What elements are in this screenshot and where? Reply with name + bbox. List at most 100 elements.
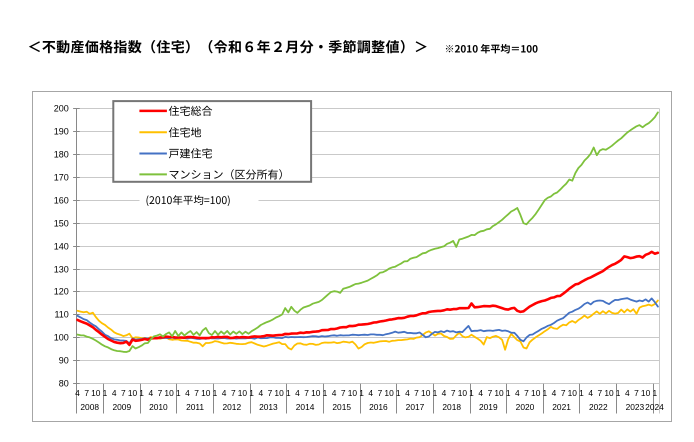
svg-text:7: 7 xyxy=(268,388,273,398)
svg-text:7: 7 xyxy=(561,388,566,398)
svg-text:2009: 2009 xyxy=(112,402,131,412)
svg-text:1: 1 xyxy=(542,388,547,398)
svg-text:2010: 2010 xyxy=(149,402,168,412)
svg-text:10: 10 xyxy=(494,388,504,398)
svg-text:1: 1 xyxy=(323,388,328,398)
svg-text:10: 10 xyxy=(421,388,431,398)
svg-text:4: 4 xyxy=(478,388,483,398)
svg-text:7: 7 xyxy=(121,388,126,398)
svg-text:7: 7 xyxy=(231,388,236,398)
svg-text:110: 110 xyxy=(54,310,68,320)
svg-text:140: 140 xyxy=(54,242,69,252)
svg-text:1: 1 xyxy=(652,388,657,398)
svg-text:1: 1 xyxy=(286,388,291,398)
svg-text:170: 170 xyxy=(54,173,69,183)
svg-text:4: 4 xyxy=(588,388,593,398)
svg-text:1: 1 xyxy=(249,388,254,398)
svg-text:2015: 2015 xyxy=(332,402,351,412)
svg-text:7: 7 xyxy=(488,388,493,398)
svg-text:2013: 2013 xyxy=(259,402,278,412)
svg-text:10: 10 xyxy=(238,388,248,398)
svg-text:2024: 2024 xyxy=(645,402,664,412)
svg-text:130: 130 xyxy=(54,265,69,275)
svg-text:2014: 2014 xyxy=(296,402,315,412)
svg-text:7: 7 xyxy=(194,388,199,398)
svg-text:7: 7 xyxy=(634,388,639,398)
svg-text:1: 1 xyxy=(176,388,181,398)
svg-text:7: 7 xyxy=(158,388,163,398)
svg-text:10: 10 xyxy=(384,388,394,398)
svg-text:2019: 2019 xyxy=(479,402,498,412)
svg-text:2023: 2023 xyxy=(626,402,645,412)
svg-text:7: 7 xyxy=(304,388,309,398)
svg-text:2020: 2020 xyxy=(516,402,535,412)
svg-text:10: 10 xyxy=(274,388,284,398)
svg-text:戸建住宅: 戸建住宅 xyxy=(169,146,213,162)
svg-text:1: 1 xyxy=(616,388,621,398)
svg-text:4: 4 xyxy=(258,388,263,398)
svg-text:住宅地: 住宅地 xyxy=(169,124,202,140)
svg-text:4: 4 xyxy=(185,388,190,398)
svg-text:10: 10 xyxy=(604,388,614,398)
svg-text:1: 1 xyxy=(396,388,401,398)
svg-text:1: 1 xyxy=(579,388,584,398)
svg-text:10: 10 xyxy=(164,388,174,398)
svg-text:10: 10 xyxy=(201,388,211,398)
svg-text:100: 100 xyxy=(54,333,69,343)
svg-text:4: 4 xyxy=(405,388,410,398)
svg-text:＜不動産価格指数（住宅）（令和６年２月分・季節調整値）＞: ＜不動産価格指数（住宅）（令和６年２月分・季節調整値）＞ xyxy=(28,37,429,57)
svg-text:7: 7 xyxy=(524,388,529,398)
svg-text:4: 4 xyxy=(148,388,153,398)
svg-text:1: 1 xyxy=(506,388,511,398)
svg-text:180: 180 xyxy=(54,150,69,160)
svg-text:200: 200 xyxy=(54,104,69,114)
svg-text:90: 90 xyxy=(59,356,69,366)
svg-text:150: 150 xyxy=(54,219,69,229)
svg-text:2022: 2022 xyxy=(589,402,608,412)
svg-text:7: 7 xyxy=(84,388,89,398)
svg-text:4: 4 xyxy=(332,388,337,398)
svg-text:4: 4 xyxy=(552,388,557,398)
svg-text:10: 10 xyxy=(568,388,578,398)
svg-text:10: 10 xyxy=(348,388,358,398)
svg-text:4: 4 xyxy=(112,388,117,398)
svg-text:7: 7 xyxy=(451,388,456,398)
svg-text:※2010 年平均＝100: ※2010 年平均＝100 xyxy=(445,41,539,56)
svg-text:2008: 2008 xyxy=(80,402,99,412)
svg-text:7: 7 xyxy=(414,388,419,398)
svg-text:4: 4 xyxy=(368,388,373,398)
svg-text:2011: 2011 xyxy=(186,402,204,412)
svg-text:7: 7 xyxy=(378,388,383,398)
svg-text:10: 10 xyxy=(311,388,321,398)
svg-text:10: 10 xyxy=(128,388,138,398)
svg-text:4: 4 xyxy=(75,388,80,398)
svg-text:160: 160 xyxy=(54,196,69,206)
svg-text:4: 4 xyxy=(625,388,630,398)
svg-text:4: 4 xyxy=(295,388,300,398)
svg-text:2016: 2016 xyxy=(369,402,388,412)
svg-text:10: 10 xyxy=(458,388,468,398)
svg-text:10: 10 xyxy=(91,388,101,398)
svg-text:2021: 2021 xyxy=(552,402,571,412)
svg-text:10: 10 xyxy=(531,388,541,398)
svg-text:(2010年平均=100): (2010年平均=100) xyxy=(146,193,231,208)
svg-text:1: 1 xyxy=(213,388,218,398)
svg-text:2012: 2012 xyxy=(222,402,241,412)
svg-text:120: 120 xyxy=(54,287,69,297)
svg-text:住宅総合: 住宅総合 xyxy=(169,103,213,119)
svg-text:マンション（区分所有）: マンション（区分所有） xyxy=(169,166,290,182)
svg-text:2017: 2017 xyxy=(406,402,425,412)
svg-text:1: 1 xyxy=(139,388,144,398)
svg-text:1: 1 xyxy=(433,388,438,398)
svg-text:7: 7 xyxy=(341,388,346,398)
svg-text:4: 4 xyxy=(515,388,520,398)
svg-text:2018: 2018 xyxy=(442,402,461,412)
svg-text:4: 4 xyxy=(442,388,447,398)
svg-text:1: 1 xyxy=(359,388,364,398)
svg-text:190: 190 xyxy=(54,127,69,137)
svg-text:1: 1 xyxy=(469,388,474,398)
svg-text:7: 7 xyxy=(597,388,602,398)
svg-text:1: 1 xyxy=(103,388,108,398)
svg-text:10: 10 xyxy=(641,388,651,398)
svg-text:80: 80 xyxy=(59,379,69,389)
